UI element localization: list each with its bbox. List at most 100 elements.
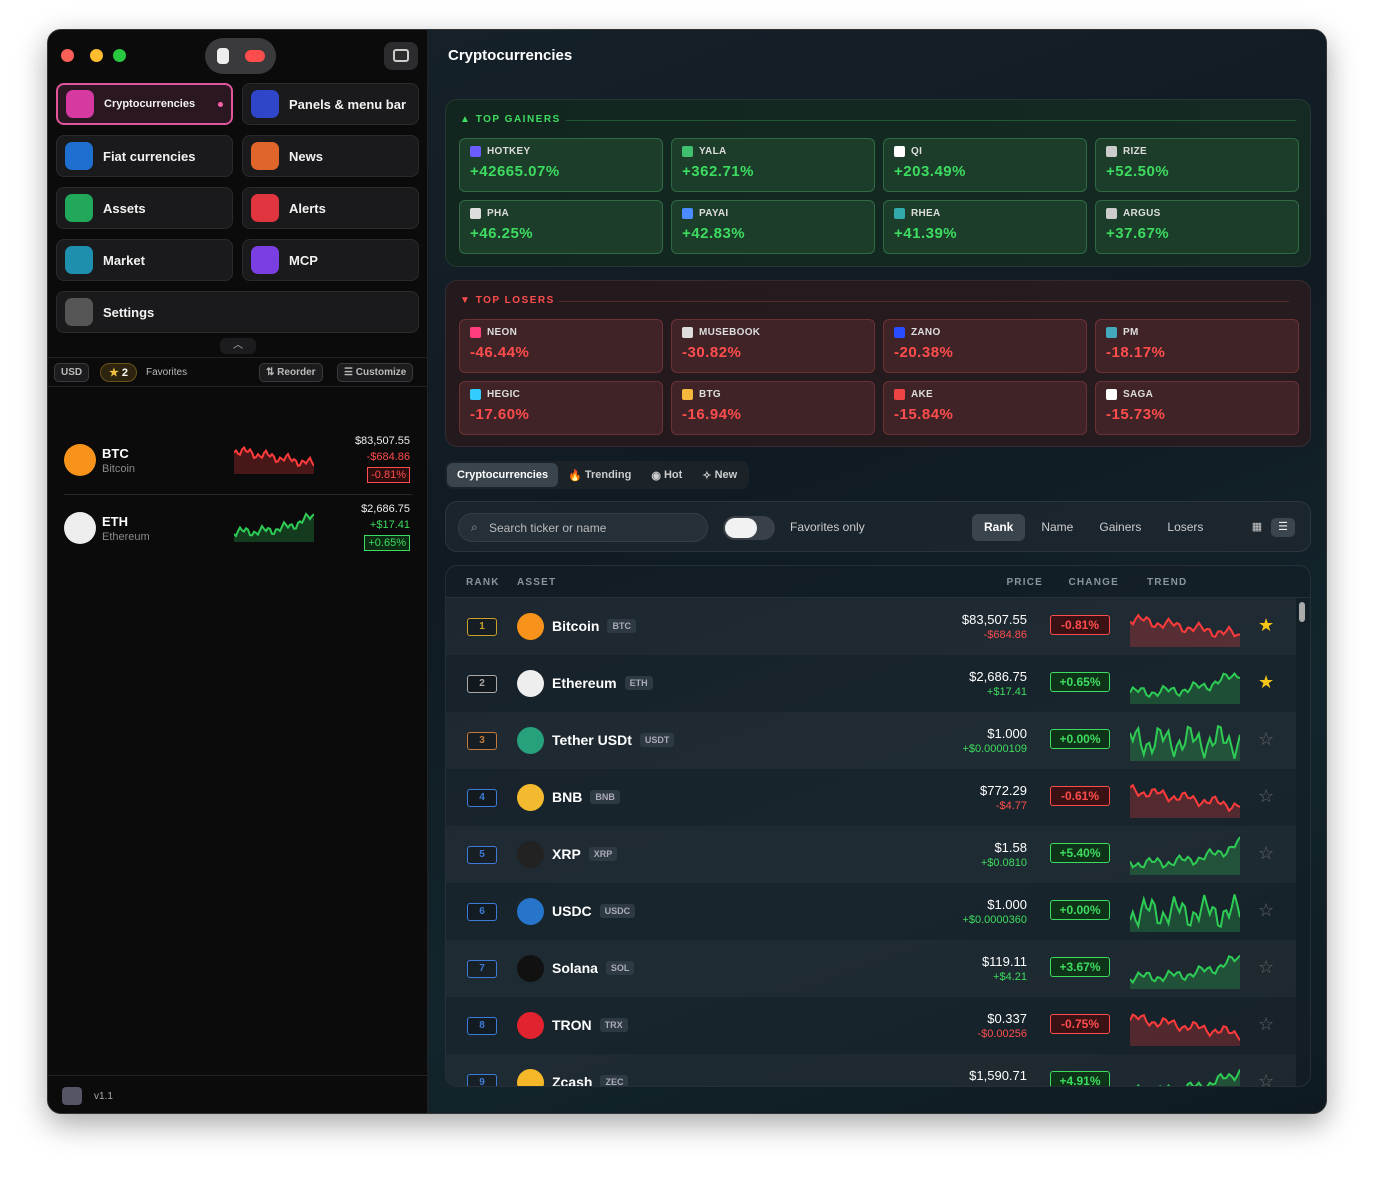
mover-symbol: HOTKEY [470, 146, 652, 157]
table-row[interactable]: 5 XRP XRP $1.58 +$0.0810 +5.40% ☆ [446, 826, 1296, 883]
grid-view-button[interactable]: ▦ [1251, 521, 1263, 533]
tab-label: Hot [663, 469, 683, 481]
nav-item[interactable]: Market [56, 239, 233, 281]
favorite-name: Ethereum [102, 531, 150, 543]
coin-logo [517, 613, 544, 640]
sort-option[interactable]: Rank [972, 514, 1026, 541]
sort-option[interactable]: Gainers [1099, 520, 1142, 534]
favorite-star[interactable]: ☆ [1258, 900, 1275, 920]
mover-change: -46.44% [470, 344, 530, 361]
token-icon [682, 208, 693, 219]
favorite-star[interactable]: ☆ [1258, 1071, 1275, 1087]
table-row[interactable]: 4 BNB BNB $772.29 -$4.77 -0.61% ☆ [446, 769, 1296, 826]
asset-percent: -0.81% [1050, 615, 1110, 635]
mover-card[interactable]: MUSEBOOK -30.82% [671, 319, 875, 373]
mover-card[interactable]: HEGIC -17.60% [459, 381, 663, 435]
nav-item[interactable]: Cryptocurrencies [56, 83, 233, 125]
nav-item[interactable]: MCP [242, 239, 419, 281]
list-view-button[interactable]: ☰ [1271, 518, 1295, 537]
nav-item[interactable]: Panels & menu bar [242, 83, 419, 125]
table-row[interactable]: 2 Ethereum ETH $2,686.75 +$17.41 +0.65% ★ [446, 655, 1296, 712]
table-row[interactable]: 8 TRON TRX $0.337 -$0.00256 -0.75% ☆ [446, 997, 1296, 1054]
symbol: BTG [699, 389, 722, 400]
mover-symbol: PAYAI [682, 208, 864, 219]
asset-percent: +5.40% [1050, 843, 1110, 863]
coin-logo [517, 784, 544, 811]
mover-symbol: PHA [470, 208, 652, 219]
favorite-star[interactable]: ☆ [1258, 1014, 1275, 1034]
mover-card[interactable]: PAYAI +42.83% [671, 200, 875, 254]
minimize-button[interactable] [90, 49, 103, 62]
asset-change: +$0.0000360 [962, 914, 1027, 926]
search-field[interactable]: ⌕ Search ticker or name [458, 513, 708, 542]
favorite-percent: +0.65% [364, 535, 410, 551]
mover-symbol: MUSEBOOK [682, 327, 864, 338]
favorite-star[interactable]: ★ [1258, 615, 1275, 635]
favorite-star[interactable]: ★ [1258, 672, 1275, 692]
close-button[interactable] [61, 49, 74, 62]
tab[interactable]: ✧ New [702, 469, 738, 482]
asset-change: +$0.0810 [980, 857, 1027, 869]
customize-button[interactable]: ☰ Customize [337, 363, 414, 382]
mover-card[interactable]: AKE -15.84% [883, 381, 1087, 435]
asset-table: 1 Bitcoin BTC $83,507.55 -$684.86 -0.81% ★ 2 Eth… [445, 565, 1311, 1087]
token-icon [470, 389, 481, 400]
rank-badge: 2 [467, 675, 497, 693]
mover-card[interactable]: BTG -16.94% [671, 381, 875, 435]
sparkline [234, 512, 314, 542]
favorite-star[interactable]: ☆ [1258, 729, 1275, 749]
tab-label: Cryptocurrencies [457, 469, 549, 481]
nav-item[interactable]: Alerts [242, 187, 419, 229]
rank-badge: 7 [467, 960, 497, 978]
zoom-button[interactable] [113, 49, 126, 62]
mover-card[interactable]: QI +203.49% [883, 138, 1087, 192]
nav-item[interactable]: Assets [56, 187, 233, 229]
tab[interactable]: 🔥 Trending [568, 469, 632, 482]
mover-card[interactable]: YALA +362.71% [671, 138, 875, 192]
mover-card[interactable]: SAGA -15.73% [1095, 381, 1299, 435]
favorites-count[interactable]: ★ 2 [100, 363, 137, 382]
favorite-star[interactable]: ☆ [1258, 786, 1275, 806]
favorites-toggle[interactable] [723, 516, 775, 540]
mover-symbol: PM [1106, 327, 1288, 338]
tab[interactable]: ◉ Hot [651, 469, 683, 482]
mover-change: -30.82% [682, 344, 742, 361]
mover-card[interactable]: RIZE +52.50% [1095, 138, 1299, 192]
mover-card[interactable]: RHEA +41.39% [883, 200, 1087, 254]
table-row[interactable]: 9 Zcash ZEC $1,590.71 +4.91% ☆ [446, 1054, 1296, 1087]
nav-item[interactable]: Settings [56, 291, 419, 333]
mover-card[interactable]: ZANO -20.38% [883, 319, 1087, 373]
favorite-star[interactable]: ☆ [1258, 843, 1275, 863]
asset-symbol: USDT [639, 733, 675, 747]
column-header: CHANGE [1068, 577, 1119, 588]
reorder-button[interactable]: ⇅ Reorder [259, 363, 323, 382]
scrollbar[interactable] [1299, 602, 1305, 622]
table-row[interactable]: 6 USDC USDC $1.000 +$0.0000360 +0.00% ☆ [446, 883, 1296, 940]
collapse-button[interactable]: ︿ [220, 338, 256, 354]
nav-item[interactable]: News [242, 135, 419, 177]
nav-label: Fiat currencies [103, 148, 196, 164]
mover-card[interactable]: NEON -46.44% [459, 319, 663, 373]
sort-option[interactable]: Losers [1167, 520, 1204, 534]
mover-card[interactable]: PM -18.17% [1095, 319, 1299, 373]
mover-card[interactable]: HOTKEY +42665.07% [459, 138, 663, 192]
asset-percent: +0.65% [1050, 672, 1110, 692]
table-row[interactable]: 7 Solana SOL $119.11 +$4.21 +3.67% ☆ [446, 940, 1296, 997]
mode-toggle[interactable] [205, 38, 276, 74]
sort-option[interactable]: Name [1041, 520, 1074, 534]
sidebar: ︿ USD ★ 2 Favorites ⇅ Reorder ☰ Customiz… [48, 30, 428, 1113]
currency-button[interactable]: USD [54, 363, 90, 382]
sidebar-icon [393, 49, 409, 62]
table-row[interactable]: 1 Bitcoin BTC $83,507.55 -$684.86 -0.81% ★ [446, 598, 1296, 655]
nav-item[interactable]: Fiat currencies [56, 135, 233, 177]
sidebar-toggle[interactable] [384, 42, 418, 70]
mover-card[interactable]: PHA +46.25% [459, 200, 663, 254]
favorite-star[interactable]: ☆ [1258, 957, 1275, 977]
tab[interactable]: Cryptocurrencies [447, 463, 559, 487]
asset-price: $2,686.75 [969, 669, 1027, 684]
sparkline-line [1130, 783, 1240, 813]
table-row[interactable]: 3 Tether USDt USDT $1.000 +$0.0000109 +0.00% ☆ [446, 712, 1296, 769]
nav-label: Settings [103, 304, 155, 320]
mover-card[interactable]: ARGUS +37.67% [1095, 200, 1299, 254]
sparkline-area [1130, 837, 1240, 875]
